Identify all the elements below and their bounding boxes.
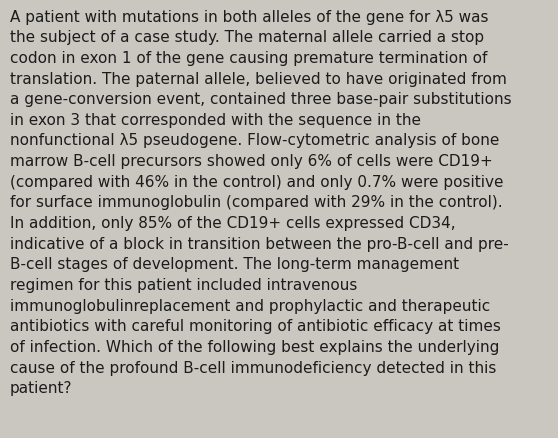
Text: A patient with mutations in both alleles of the gene for λ5 was
the subject of a: A patient with mutations in both alleles…: [10, 10, 512, 395]
